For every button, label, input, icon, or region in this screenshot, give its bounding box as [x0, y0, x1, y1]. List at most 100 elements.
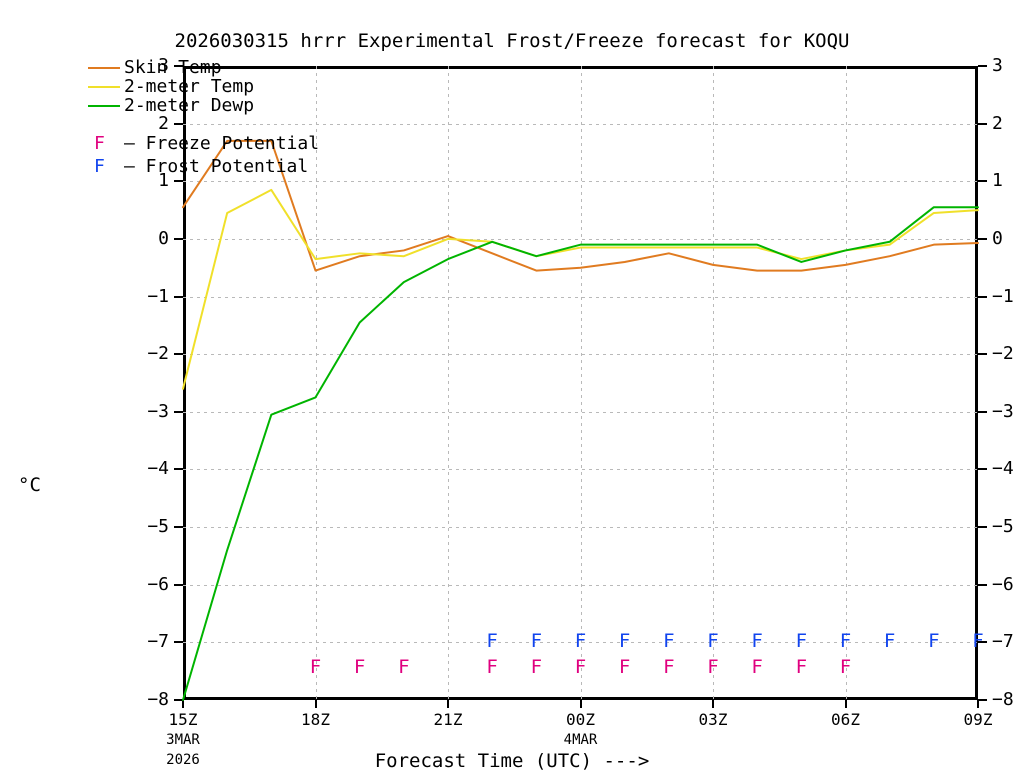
- x-axis-tick-label: 03Z: [698, 710, 728, 729]
- y-axis-tick-label: −8: [147, 689, 169, 710]
- y-axis-tick: [174, 583, 183, 586]
- y-axis-tick-label: 1: [992, 170, 1003, 192]
- y-axis-tick: [978, 526, 987, 529]
- y-axis-tick: [174, 295, 183, 298]
- marker-frost-potential: F: [972, 630, 984, 653]
- x-axis-tick: [712, 700, 714, 708]
- x-axis-tick-label: 09Z: [963, 710, 993, 729]
- marker-freeze-potential: F: [663, 656, 675, 679]
- x-axis-tick: [182, 700, 184, 708]
- y-axis-tick: [174, 353, 183, 356]
- y-axis-tick-label: −4: [992, 458, 1014, 480]
- y-axis-tick-label: −5: [992, 516, 1014, 538]
- legend-label: 2-meter Dewp: [124, 95, 255, 116]
- gridline-vertical: [713, 66, 714, 700]
- y-axis-tick-label: −3: [992, 400, 1014, 422]
- y-axis-tick-label: −2: [992, 343, 1014, 365]
- y-axis-tick: [174, 468, 183, 471]
- y-axis-tick: [174, 237, 183, 240]
- marker-freeze-potential: F: [574, 656, 587, 679]
- marker-frost-potential: F: [839, 630, 852, 653]
- legend-color-swatch: [88, 105, 120, 107]
- y-axis-tick-label: −3: [147, 400, 169, 422]
- plot-area: 3 3 2 2 1 1 0 0 −1 −1 −2 −2 −3 −3 −4 −4 −5 −5 −6 −6 −7 −7 −8 −8…: [147, 55, 1013, 768]
- x-axis-tick: [447, 700, 449, 708]
- series-line-2-meter-temp: [182, 188, 979, 390]
- marker-freeze-potential: F: [353, 656, 366, 679]
- marker-frost-potential: F: [751, 630, 763, 653]
- y-axis-tick: [978, 699, 987, 701]
- y-axis-tick: [174, 122, 183, 125]
- gridline-vertical: [315, 66, 317, 700]
- plot-frame-right: [975, 66, 978, 700]
- legend-color-swatch: [88, 67, 120, 69]
- y-axis-tick-label: −2: [147, 343, 169, 365]
- y-axis-tick-label: −1: [147, 285, 169, 307]
- marker-frost-potential: F: [574, 630, 587, 653]
- x-axis-tick: [579, 700, 582, 708]
- y-axis-tick: [174, 65, 183, 67]
- y-axis-tick: [978, 180, 987, 183]
- y-axis-tick: [174, 410, 183, 413]
- marker-freeze-potential: F: [618, 656, 631, 679]
- legend-symbol: F: [94, 133, 105, 154]
- marker-freeze-potential: F: [795, 656, 808, 679]
- y-axis-tick: [174, 699, 183, 701]
- y-axis-tick-label: 0: [992, 227, 1003, 249]
- legend-label: — Freeze Potential: [124, 133, 320, 154]
- series-lines: [182, 139, 979, 701]
- y-axis-tick-label: 2: [158, 112, 169, 134]
- x-axis-label: Forecast Time (UTC) --->: [374, 750, 650, 772]
- legend-label: — Frost Potential: [124, 156, 309, 177]
- legend-label: Skin Temp: [124, 57, 222, 78]
- y-axis-tick-label: 3: [158, 55, 169, 76]
- y-axis-tick: [174, 180, 183, 183]
- page-title: 2026030315 hrrr Experimental Frost/Freez…: [174, 30, 850, 52]
- y-axis-tick-label: −7: [992, 631, 1014, 653]
- y-axis-tick-label: 2: [992, 112, 1003, 134]
- y-axis-tick: [978, 122, 987, 125]
- x-axis-tick: [977, 700, 979, 708]
- marker-frost-potential: F: [530, 630, 543, 653]
- y-axis-tick: [174, 641, 183, 644]
- marker-freeze-potential: F: [398, 656, 410, 679]
- y-axis-tick-label: −6: [147, 573, 169, 595]
- y-axis-tick: [978, 65, 987, 67]
- marker-frost-potential: F: [486, 630, 498, 653]
- marker-frost-potential: F: [663, 630, 675, 653]
- y-axis-tick: [978, 295, 987, 298]
- series-line-skin-temp: [182, 139, 979, 272]
- y-axis-tick-label: −8: [992, 689, 1014, 710]
- y-axis-tick-label: −6: [992, 573, 1014, 595]
- gridline-vertical: [448, 66, 449, 700]
- marker-freeze-potential: F: [309, 656, 322, 679]
- marker-frost-potential: F: [795, 630, 808, 653]
- y-axis-tick: [978, 641, 987, 644]
- marker-frost-potential: F: [928, 630, 940, 653]
- legend-color-swatch: [88, 86, 120, 88]
- gridline-vertical: [845, 66, 847, 700]
- y-axis-tick: [978, 468, 987, 471]
- x-axis-tick-label: 18Z: [301, 710, 330, 729]
- marker-frost-potential: F: [618, 630, 631, 653]
- marker-freeze-potential: F: [839, 656, 852, 679]
- y-axis-tick: [978, 583, 987, 586]
- x-axis-tick: [314, 700, 317, 708]
- y-axis-label: °C: [18, 474, 41, 496]
- marker-freeze-potential: F: [751, 656, 763, 679]
- y-axis-tick-label: −4: [147, 458, 169, 480]
- legend-label: 2-meter Temp: [124, 76, 255, 97]
- marker-freeze-potential: F: [707, 656, 719, 679]
- y-axis-tick: [174, 526, 183, 529]
- y-axis-tick-label: 0: [158, 227, 169, 249]
- y-axis-tick-label: 3: [992, 55, 1003, 76]
- y-axis-tick: [978, 410, 987, 413]
- x-axis-tick-label: 21Z: [433, 710, 463, 729]
- y-axis-tick-label: 1: [158, 170, 169, 192]
- x-axis-year-label: 2026: [166, 752, 200, 768]
- series-line-2-meter-dewp: [182, 206, 979, 701]
- y-axis-tick-label: −7: [147, 631, 169, 653]
- x-axis-tick: [844, 700, 847, 708]
- x-axis-date-label: 4MAR: [563, 732, 598, 748]
